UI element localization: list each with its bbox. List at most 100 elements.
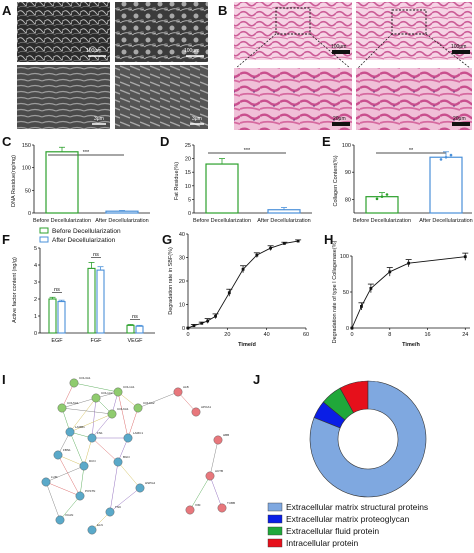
network-edge	[109, 487, 141, 513]
zoom-line	[309, 33, 351, 69]
network-edge	[45, 481, 61, 521]
x-tick-label: 60	[303, 332, 309, 338]
panel-label-a: A	[2, 3, 12, 18]
network-node	[213, 435, 223, 445]
legend-swatch	[267, 514, 283, 524]
panel-d: D *** Before Decellularization After Dec…	[160, 134, 312, 224]
x-tick-label: 24	[462, 332, 468, 338]
bar	[87, 267, 96, 334]
network-edge	[45, 481, 81, 497]
network-edge	[69, 431, 85, 467]
significance-label: **	[409, 148, 414, 154]
x-tick-label: FGF	[91, 338, 103, 344]
data-point	[369, 287, 373, 290]
significance-label: ***	[83, 150, 90, 156]
bar	[429, 156, 463, 214]
scale-label: 3μm	[192, 116, 202, 122]
network-edge	[127, 407, 139, 439]
significance-label: ns	[132, 314, 138, 320]
data-point	[350, 326, 354, 330]
network-node-label: COL1A2	[101, 391, 113, 395]
bar	[45, 151, 79, 214]
x-tick-label: 16	[424, 332, 430, 338]
network-edge	[91, 413, 113, 439]
x-tick-label: Before Decellularization	[33, 218, 91, 224]
x-axis-label: Time/d	[238, 342, 256, 348]
y-axis-label: Degradation rate of type I Collagenase(%…	[332, 240, 338, 343]
network-node-label: DCN	[89, 459, 96, 463]
legend-swatch-after	[39, 236, 49, 243]
x-tick-label: After Decellularization	[419, 218, 473, 224]
network-node-label: HSPG2	[145, 481, 156, 485]
data-point	[380, 195, 384, 198]
y-tick-label: 20	[185, 157, 191, 163]
sem-image-after-low	[115, 2, 208, 62]
network-edge	[61, 397, 97, 409]
donut-legend: Extracellular matrix structural proteins…	[267, 502, 428, 548]
x-tick-label: VEGF	[128, 338, 144, 344]
network-edge	[209, 475, 223, 509]
network-node	[53, 450, 63, 460]
y-tick-label: 5	[188, 197, 191, 203]
panel-label-d: D	[160, 134, 169, 149]
network-node	[113, 387, 123, 397]
zoom-line	[425, 33, 471, 69]
network-edge	[117, 391, 129, 439]
y-tick-label: 0	[346, 326, 349, 332]
network-node	[55, 515, 65, 525]
donut-chart	[309, 380, 427, 498]
data-point	[407, 261, 411, 265]
network-node	[69, 378, 79, 388]
bar	[135, 325, 144, 334]
scale-bar	[452, 50, 470, 54]
network-node	[41, 477, 51, 487]
x-axis-label: Time/h	[402, 342, 420, 348]
y-tick-label: 90	[345, 170, 351, 176]
network-node	[133, 403, 143, 413]
network-node-label: POSTN	[85, 489, 95, 493]
sem-image-before-low	[17, 2, 110, 62]
x-tick-label: After Decellularization	[95, 218, 149, 224]
network-node-label: COL1A1	[123, 385, 135, 389]
network-node-label: COL6A2	[143, 401, 155, 405]
y-tick-label: 100	[340, 254, 349, 260]
y-tick-label: 3	[34, 280, 37, 286]
x-tick-label: After Decellularization	[257, 218, 311, 224]
series-line	[351, 256, 466, 329]
network-node-label: FBN1	[63, 448, 71, 452]
network-node	[135, 483, 145, 493]
network-edge	[69, 397, 97, 433]
y-tick-label: 5	[34, 246, 37, 252]
chart-e: ** Before Decellularization After Decell…	[333, 145, 473, 224]
network-edges	[45, 382, 223, 531]
network-node-label: VCAN	[65, 513, 73, 517]
chart-g: Time/d Degradation rate in SBF(%)	[168, 234, 306, 348]
panel-label-b: B	[218, 3, 227, 18]
panel-i: I COL1A1 COL1A2 COL3A1 COL5A1 COL6A1 COL6A2 FN…	[2, 372, 235, 535]
panel-f: F Before Decellularization After Decellu…	[2, 227, 155, 344]
network-node	[75, 491, 85, 501]
network-node-label: TUBB	[227, 501, 235, 505]
network-node	[113, 457, 123, 467]
network-node	[205, 471, 215, 481]
scale-label: 3μm	[94, 116, 104, 122]
scale-label: 100μm	[331, 44, 346, 50]
x-tick-label: Before Decellularization	[353, 218, 411, 224]
data-point	[385, 193, 389, 196]
panel-j: J Extracellular matrix structural protei…	[253, 372, 428, 548]
data-point	[360, 305, 363, 308]
network-node	[191, 407, 201, 417]
data-point	[388, 270, 392, 274]
x-tick-label: 0	[350, 332, 353, 338]
panel-b: B 100μm 100μm 20μm 20μm	[218, 2, 472, 130]
data-point	[269, 246, 272, 250]
y-tick-label: 0	[28, 211, 31, 217]
network-edge	[209, 439, 219, 477]
bar	[267, 209, 301, 214]
data-point	[282, 242, 286, 245]
data-point	[296, 239, 300, 243]
panel-label-g: G	[162, 232, 172, 247]
legend-swatch	[267, 526, 283, 536]
x-tick-label: 40	[264, 332, 270, 338]
